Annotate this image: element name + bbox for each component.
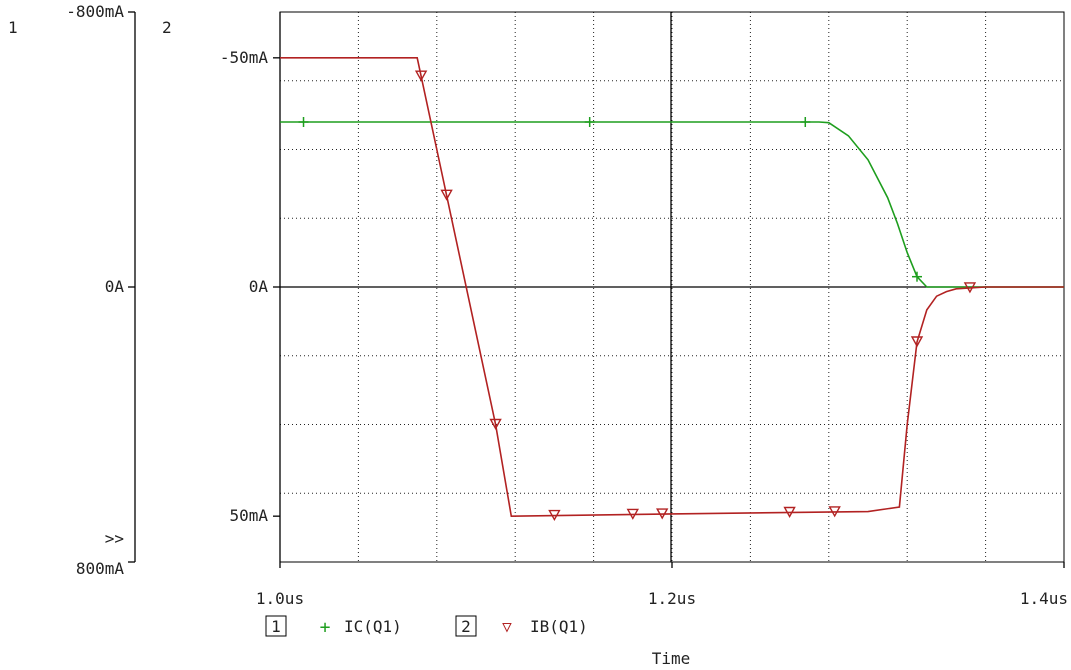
marker-ib-q1 [489,418,502,430]
marker-ib-q1 [440,189,453,201]
y-axis-2-tick-label: 50mA [229,506,268,525]
x-axis: 1.0us 1.2us 1.4us [256,562,1068,608]
x-axis-tick-label: 1.4us [1020,589,1068,608]
y-axis-2: 2 -50mA 0A 50mA [162,12,281,562]
marker-ib-q1 [783,506,796,518]
marker-ic-q1 [912,271,922,282]
y-axis-1-tick-label-top: -800mA [66,2,124,21]
legend-symbol-ib: ▽ [502,617,512,636]
y-axis-1: 1 -800mA 0A 800mA >> [8,2,136,578]
marker-ib-q1 [548,509,561,521]
series-line-ib-q1 [280,57,1064,518]
marker-ib-q1 [656,508,669,520]
legend-symbol-ic: + [320,617,331,638]
legend-box-1 [265,615,287,637]
x-axis-tick-label: 1.2us [648,589,696,608]
marker-ic-q1 [298,117,309,127]
marker-ib-q1 [963,282,977,294]
series [280,57,1064,521]
legend: 1 + IC(Q1) 2 ▽ IB(Q1) [265,615,588,638]
marker-ib-q1 [910,336,924,348]
legend-box-2 [455,615,477,637]
x-axis-tick-label: 1.0us [256,589,304,608]
series-line-ic-q1 [280,121,1064,288]
y-axis-2-id: 2 [162,18,172,37]
y-axis-1-tick-label-bottom: 800mA [76,559,125,578]
y-axis-1-tick-label-mid: 0A [105,277,125,296]
y-axis-2-tick-label: 0A [249,277,269,296]
marker-ib-q1 [414,70,428,82]
marker-ib-q1 [828,506,841,518]
legend-box-1-label: 1 [271,617,281,636]
legend-label-ic: IC(Q1) [344,617,402,636]
x-axis-title: Time [652,649,691,668]
marker-ib-q1 [626,508,639,520]
y-axis-1-overflow-marker: >> [105,529,124,548]
y-axis-2-ticks: -50mA 0A 50mA [220,48,280,525]
legend-box-2-label: 2 [461,617,471,636]
y-axis-2-tick-label: -50mA [220,48,269,67]
legend-label-ib: IB(Q1) [530,617,588,636]
y-axis-1-id: 1 [8,18,18,37]
marker-ic-q1 [584,117,595,127]
marker-ic-q1 [800,117,811,127]
